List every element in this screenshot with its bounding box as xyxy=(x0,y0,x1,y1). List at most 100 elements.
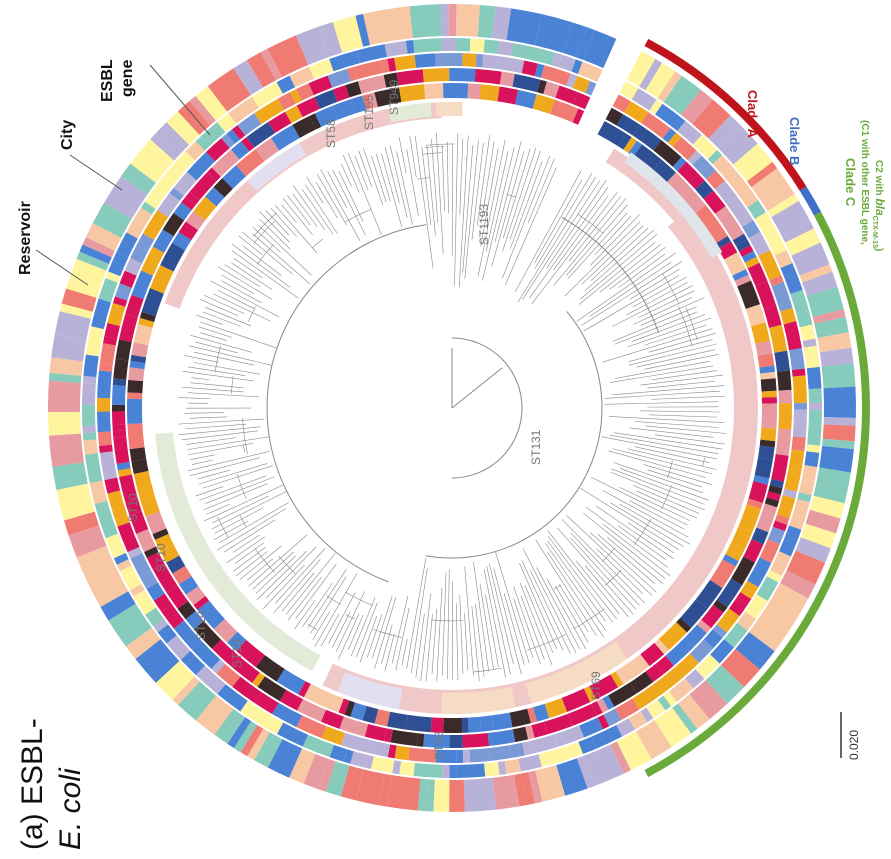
ring-segment xyxy=(49,433,84,466)
ring-segment xyxy=(113,359,128,380)
ring-segment xyxy=(417,733,425,747)
ring-segment xyxy=(823,387,856,418)
ring-segment xyxy=(804,451,819,467)
ring-segment xyxy=(134,324,153,345)
ring-segment xyxy=(82,426,95,434)
ring-segment xyxy=(518,754,541,771)
ring-segment xyxy=(442,38,456,51)
ring-segment xyxy=(113,430,126,437)
st-label-st10-d: ST10 xyxy=(230,639,244,668)
tree-branch xyxy=(191,455,215,460)
ring-segment xyxy=(130,447,147,461)
tree-branch xyxy=(260,219,290,249)
tree-branch xyxy=(274,559,321,613)
tree-branch xyxy=(447,569,449,679)
tree-branch xyxy=(460,139,463,214)
tree-branch xyxy=(421,593,431,681)
ring-segment xyxy=(492,713,513,731)
tree-branch xyxy=(271,208,297,236)
tree-branch xyxy=(243,246,281,276)
ring-segment xyxy=(83,432,97,440)
ring-segment xyxy=(484,762,499,776)
ring-segment xyxy=(387,712,408,730)
tree-branch xyxy=(321,614,339,647)
tree-branch xyxy=(316,182,337,218)
ring-segment xyxy=(127,392,142,399)
st-label-st131: ST131 xyxy=(529,429,543,465)
tree-branch xyxy=(602,329,712,362)
ring-segment xyxy=(480,715,494,731)
ring-segment xyxy=(100,451,117,480)
ring-segment xyxy=(510,709,531,728)
clade-c-note-line1: (C1 with other ESBL gene, xyxy=(859,120,870,245)
ring-segment xyxy=(86,460,102,483)
tree-branch xyxy=(275,205,317,253)
ring-segment xyxy=(48,412,81,436)
tree-arc xyxy=(267,225,426,582)
ring-segment xyxy=(476,54,484,67)
tree-arc xyxy=(678,306,692,346)
ring-segment xyxy=(443,718,462,733)
ring-segment xyxy=(760,428,776,442)
ring-segment xyxy=(128,367,144,381)
tree-branch xyxy=(456,603,458,680)
tree-branch xyxy=(629,344,717,365)
ring-segment xyxy=(794,403,807,410)
tree-branch xyxy=(263,565,304,609)
tree-root xyxy=(452,368,502,408)
tree-branch xyxy=(648,470,703,487)
ring-segment xyxy=(769,325,787,353)
tree-branch xyxy=(232,244,290,287)
esbl-gene-label-line2: gene xyxy=(119,60,136,97)
tree-branch xyxy=(600,244,661,292)
tree-branch xyxy=(359,151,372,187)
tree-branch xyxy=(535,180,582,263)
st-label-st155: ST155 xyxy=(362,94,376,130)
tree-arc xyxy=(662,485,672,509)
ring-segment xyxy=(762,391,777,398)
ring-segment xyxy=(365,724,387,741)
tree-branch xyxy=(338,613,359,659)
tree-arc xyxy=(255,548,275,572)
tree-branch xyxy=(415,136,433,268)
tree-branch xyxy=(328,171,347,207)
ring-segment xyxy=(406,715,432,732)
ring-segment xyxy=(112,405,125,412)
tree-branch xyxy=(372,597,392,659)
ring-segment xyxy=(469,748,490,763)
ring-segment xyxy=(456,4,480,37)
ring-segment xyxy=(456,38,471,51)
tree-branch xyxy=(611,472,705,510)
tree-branch xyxy=(557,528,633,615)
ring-segment xyxy=(450,735,463,748)
ring-segment xyxy=(788,450,804,472)
tree-branch xyxy=(192,378,210,380)
ring-segment xyxy=(784,321,802,350)
tree-branch xyxy=(243,232,293,274)
tree-branch xyxy=(628,318,711,347)
ring-segment xyxy=(505,759,521,774)
tree-branch xyxy=(185,424,246,429)
tree-branch xyxy=(442,146,444,211)
ring-segment xyxy=(462,733,489,748)
ring-segment xyxy=(433,780,449,812)
tree-branch xyxy=(464,613,467,670)
tree-branch xyxy=(219,502,289,542)
city-label: City xyxy=(59,120,76,150)
tree-branch xyxy=(355,156,368,191)
clade-b-label: Clade B xyxy=(787,117,802,165)
ring-segment xyxy=(808,388,821,403)
ring-segment xyxy=(777,495,795,518)
tree-branch xyxy=(182,431,258,440)
ring-segment xyxy=(784,469,801,492)
ring-segment xyxy=(751,322,770,344)
tree-branch xyxy=(547,180,606,268)
ring-segment xyxy=(793,375,807,403)
tree-branch xyxy=(402,639,407,666)
tree-arc xyxy=(602,548,615,562)
tree-branch xyxy=(465,566,474,675)
ring-segment xyxy=(799,465,817,495)
tree-branch xyxy=(310,577,346,634)
tree-branch xyxy=(188,451,270,470)
tree-branch xyxy=(182,387,243,392)
